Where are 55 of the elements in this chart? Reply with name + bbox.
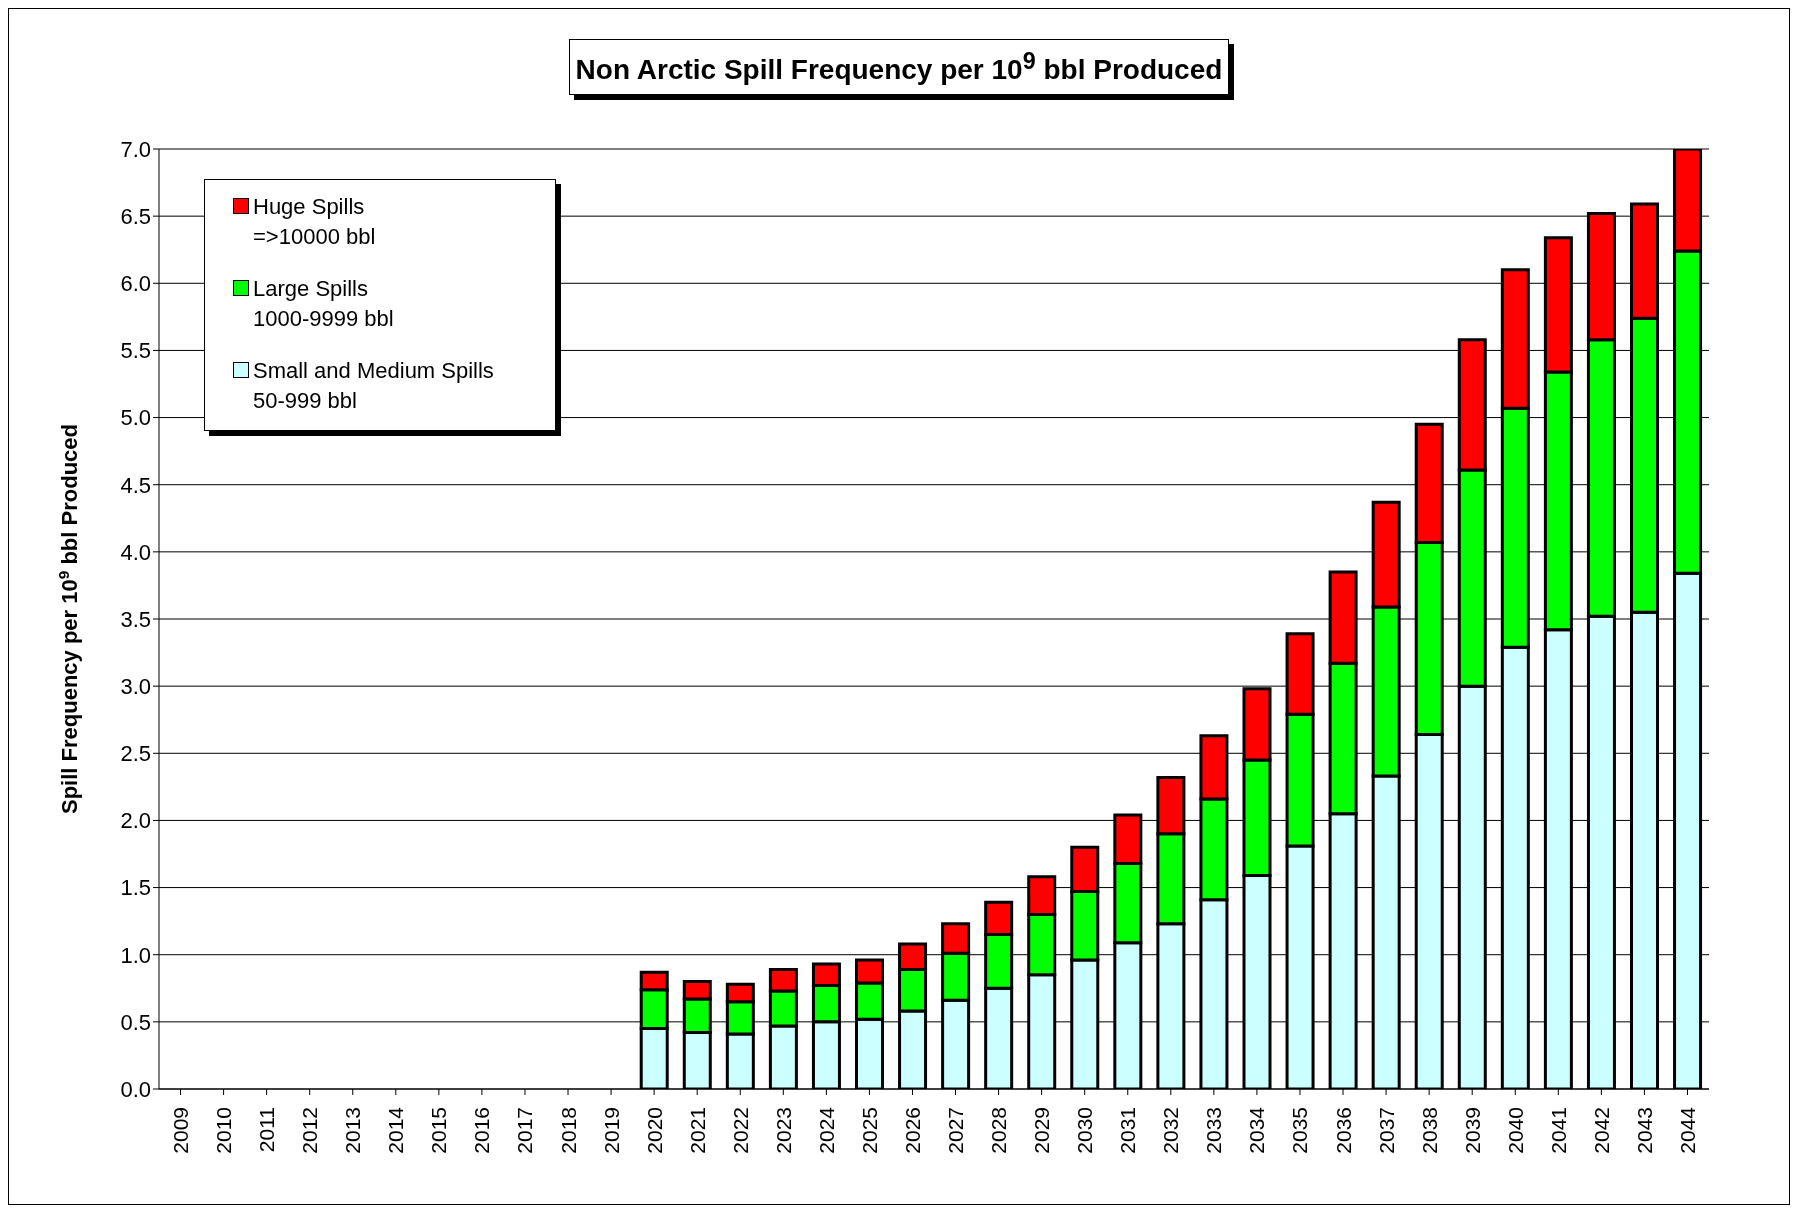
x-tick-label: 2027 xyxy=(944,1107,968,1154)
x-tick-label: 2014 xyxy=(384,1106,408,1154)
x-tick-label: 2023 xyxy=(771,1107,795,1154)
x-tick-label: 2036 xyxy=(1331,1107,1355,1154)
x-tick-label: 2039 xyxy=(1460,1107,1484,1154)
x-tick-label: 2017 xyxy=(513,1107,537,1154)
x-tick-label: 2032 xyxy=(1159,1107,1183,1154)
x-tick-label: 2040 xyxy=(1503,1107,1527,1154)
y-tick-label: 0.0 xyxy=(120,1076,151,1102)
x-tick-label: 2037 xyxy=(1374,1107,1398,1154)
x-tick-label: 2041 xyxy=(1546,1107,1570,1154)
y-tick-label: 6.5 xyxy=(120,203,151,229)
x-tick-label: 2016 xyxy=(470,1107,494,1154)
x-tick-label: 2038 xyxy=(1417,1107,1441,1154)
x-tick-label: 2015 xyxy=(427,1107,451,1154)
x-tick-label: 2010 xyxy=(212,1107,236,1154)
x-tick-label: 2042 xyxy=(1589,1107,1613,1154)
x-tick-label: 2044 xyxy=(1675,1106,1699,1154)
y-tick-label: 7.0 xyxy=(120,136,151,162)
y-tick-label: 3.0 xyxy=(120,673,151,699)
x-tick-label: 2028 xyxy=(987,1107,1011,1154)
y-tick-label: 4.5 xyxy=(120,472,151,498)
x-tick-label: 2024 xyxy=(814,1106,838,1154)
x-tick-label: 2031 xyxy=(1116,1107,1140,1154)
x-tick-label: 2033 xyxy=(1202,1107,1226,1154)
y-tick-label: 6.0 xyxy=(120,271,151,297)
x-tick-label: 2022 xyxy=(728,1107,752,1154)
x-tick-label: 2029 xyxy=(1030,1107,1054,1154)
y-tick-label: 3.5 xyxy=(120,606,151,632)
x-tick-label: 2026 xyxy=(900,1107,924,1154)
y-tick-label: 1.0 xyxy=(120,942,151,968)
y-tick-label: 4.0 xyxy=(120,539,151,565)
y-tick-label: 2.5 xyxy=(120,741,151,767)
x-tick-label: 2012 xyxy=(298,1107,322,1154)
x-tick-label: 2009 xyxy=(169,1107,193,1154)
x-tick-label: 2034 xyxy=(1245,1106,1269,1154)
y-tick-label: 1.5 xyxy=(120,875,151,901)
x-tick-label: 2020 xyxy=(642,1107,666,1154)
x-tick-label: 2030 xyxy=(1073,1107,1097,1154)
legend-label: Huge Spills =>10000 bbl xyxy=(253,193,376,251)
legend-label: Large Spills 1000-9999 bbl xyxy=(253,275,394,333)
x-tick-label: 2025 xyxy=(857,1107,881,1154)
y-tick-label: 2.0 xyxy=(120,808,151,834)
x-tick-label: 2013 xyxy=(341,1107,365,1154)
x-tick-label: 2035 xyxy=(1288,1107,1312,1154)
y-tick-label: 5.0 xyxy=(120,405,151,431)
y-tick-label: 5.5 xyxy=(120,338,151,364)
x-tick-label: 2019 xyxy=(599,1107,623,1154)
x-tick-label: 2018 xyxy=(556,1107,580,1154)
x-tick-label: 2021 xyxy=(685,1107,709,1154)
y-tick-label: 0.5 xyxy=(120,1009,151,1035)
x-tick-label: 2011 xyxy=(255,1107,279,1153)
chart-title: Non Arctic Spill Frequency per 10$^{9}$ bbl Produced xyxy=(568,39,1230,96)
x-tick-label: 2043 xyxy=(1632,1107,1656,1154)
legend-label: Small and Medium Spills 50-999 bbl xyxy=(253,357,494,415)
